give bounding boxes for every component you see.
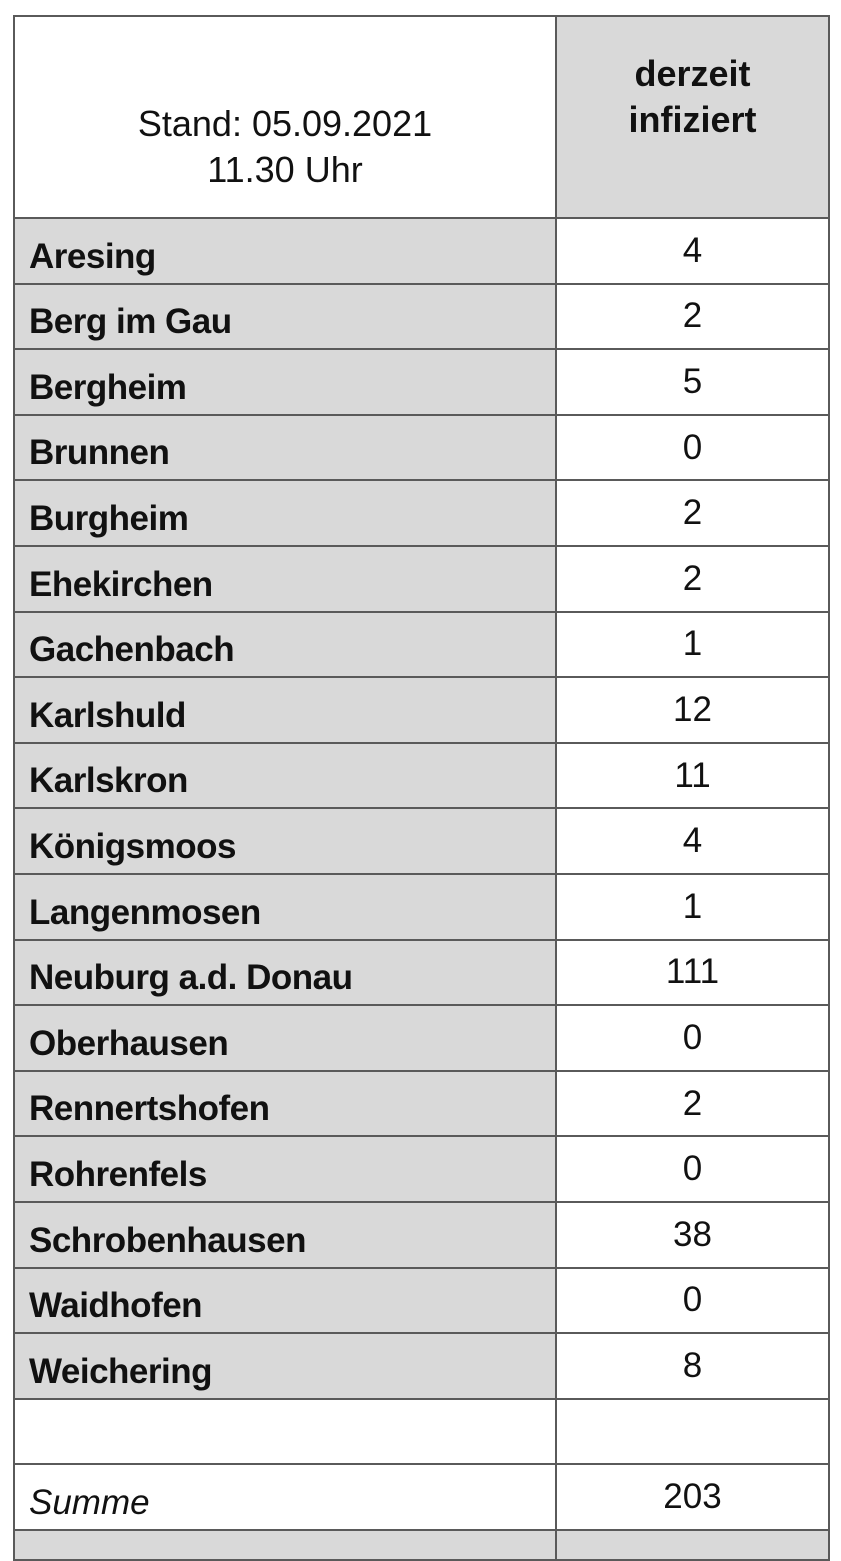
infected-count: 1 xyxy=(555,610,830,679)
table-row: Ehekirchen 2 xyxy=(13,544,830,613)
municipality-name: Aresing xyxy=(13,217,557,285)
column-header: derzeit infiziert xyxy=(555,15,830,219)
municipality-name: Rennertshofen xyxy=(13,1069,557,1138)
empty-row xyxy=(13,1397,830,1466)
infected-count: 2 xyxy=(555,544,830,613)
partial-cell xyxy=(13,1528,557,1561)
infected-count: 0 xyxy=(555,1266,830,1335)
infected-count: 2 xyxy=(555,479,830,547)
municipality-name: Neuburg a.d. Donau xyxy=(13,938,557,1007)
infected-count: 4 xyxy=(555,807,830,875)
infected-count: 0 xyxy=(555,413,830,482)
infected-count: 5 xyxy=(555,348,830,416)
table-row: Brunnen 0 xyxy=(13,413,830,482)
municipality-name: Karlshuld xyxy=(13,676,557,744)
table-row: Königsmoos 4 xyxy=(13,807,830,875)
table-row: Waidhofen 0 xyxy=(13,1266,830,1335)
table-row: Langenmosen 1 xyxy=(13,872,830,941)
municipality-name: Königsmoos xyxy=(13,807,557,875)
partial-cell xyxy=(555,1528,830,1561)
table-row: Berg im Gau 2 xyxy=(13,282,830,351)
column-header-line2: infiziert xyxy=(628,99,757,140)
total-row: Summe 203 xyxy=(13,1463,830,1531)
infected-count: 0 xyxy=(555,1004,830,1072)
municipality-name: Gachenbach xyxy=(13,610,557,679)
municipality-name: Berg im Gau xyxy=(13,282,557,351)
infected-count: 1 xyxy=(555,872,830,941)
table-row: Weichering 8 xyxy=(13,1332,830,1400)
table-row: Schrobenhausen 38 xyxy=(13,1200,830,1269)
table-row: Oberhausen 0 xyxy=(13,1004,830,1072)
table-row: Rennertshofen 2 xyxy=(13,1069,830,1138)
municipality-name: Ehekirchen xyxy=(13,544,557,613)
infected-count: 111 xyxy=(555,938,830,1007)
municipality-name: Karlskron xyxy=(13,741,557,810)
infected-count: 38 xyxy=(555,1200,830,1269)
municipality-name: Rohrenfels xyxy=(13,1135,557,1203)
infected-count: 2 xyxy=(555,282,830,351)
stand-cell: Stand: 05.09.2021 11.30 Uhr xyxy=(13,15,557,219)
infected-count: 11 xyxy=(555,741,830,810)
table-row: Bergheim 5 xyxy=(13,348,830,416)
table-row: Burgheim 2 xyxy=(13,479,830,547)
infected-count: 8 xyxy=(555,1332,830,1400)
municipality-name: Burgheim xyxy=(13,479,557,547)
column-header-line1: derzeit xyxy=(634,53,751,94)
municipality-name: Weichering xyxy=(13,1332,557,1400)
total-label: Summe xyxy=(13,1463,557,1531)
infection-table: Stand: 05.09.2021 11.30 Uhr derzeit infi… xyxy=(13,15,830,1561)
municipality-name: Bergheim xyxy=(13,348,557,416)
infected-count: 2 xyxy=(555,1069,830,1138)
total-value: 203 xyxy=(555,1463,830,1531)
empty-cell xyxy=(13,1397,557,1466)
header-row: Stand: 05.09.2021 11.30 Uhr derzeit infi… xyxy=(13,15,830,219)
stand-date: Stand: 05.09.2021 xyxy=(137,103,433,144)
infected-count: 12 xyxy=(555,676,830,744)
stand-time: 11.30 Uhr xyxy=(207,149,363,190)
table-row: Gachenbach 1 xyxy=(13,610,830,679)
municipality-name: Brunnen xyxy=(13,413,557,482)
table-row: Aresing 4 xyxy=(13,217,830,285)
empty-cell xyxy=(555,1397,830,1466)
infected-count: 0 xyxy=(555,1135,830,1203)
municipality-name: Waidhofen xyxy=(13,1266,557,1335)
table-row: Neuburg a.d. Donau 111 xyxy=(13,938,830,1007)
municipality-name: Oberhausen xyxy=(13,1004,557,1072)
municipality-name: Schrobenhausen xyxy=(13,1200,557,1269)
table-row: Karlshuld 12 xyxy=(13,676,830,744)
table-row: Karlskron 11 xyxy=(13,741,830,810)
partial-row xyxy=(13,1528,830,1561)
municipality-name: Langenmosen xyxy=(13,872,557,941)
table-row: Rohrenfels 0 xyxy=(13,1135,830,1203)
infected-count: 4 xyxy=(555,217,830,285)
